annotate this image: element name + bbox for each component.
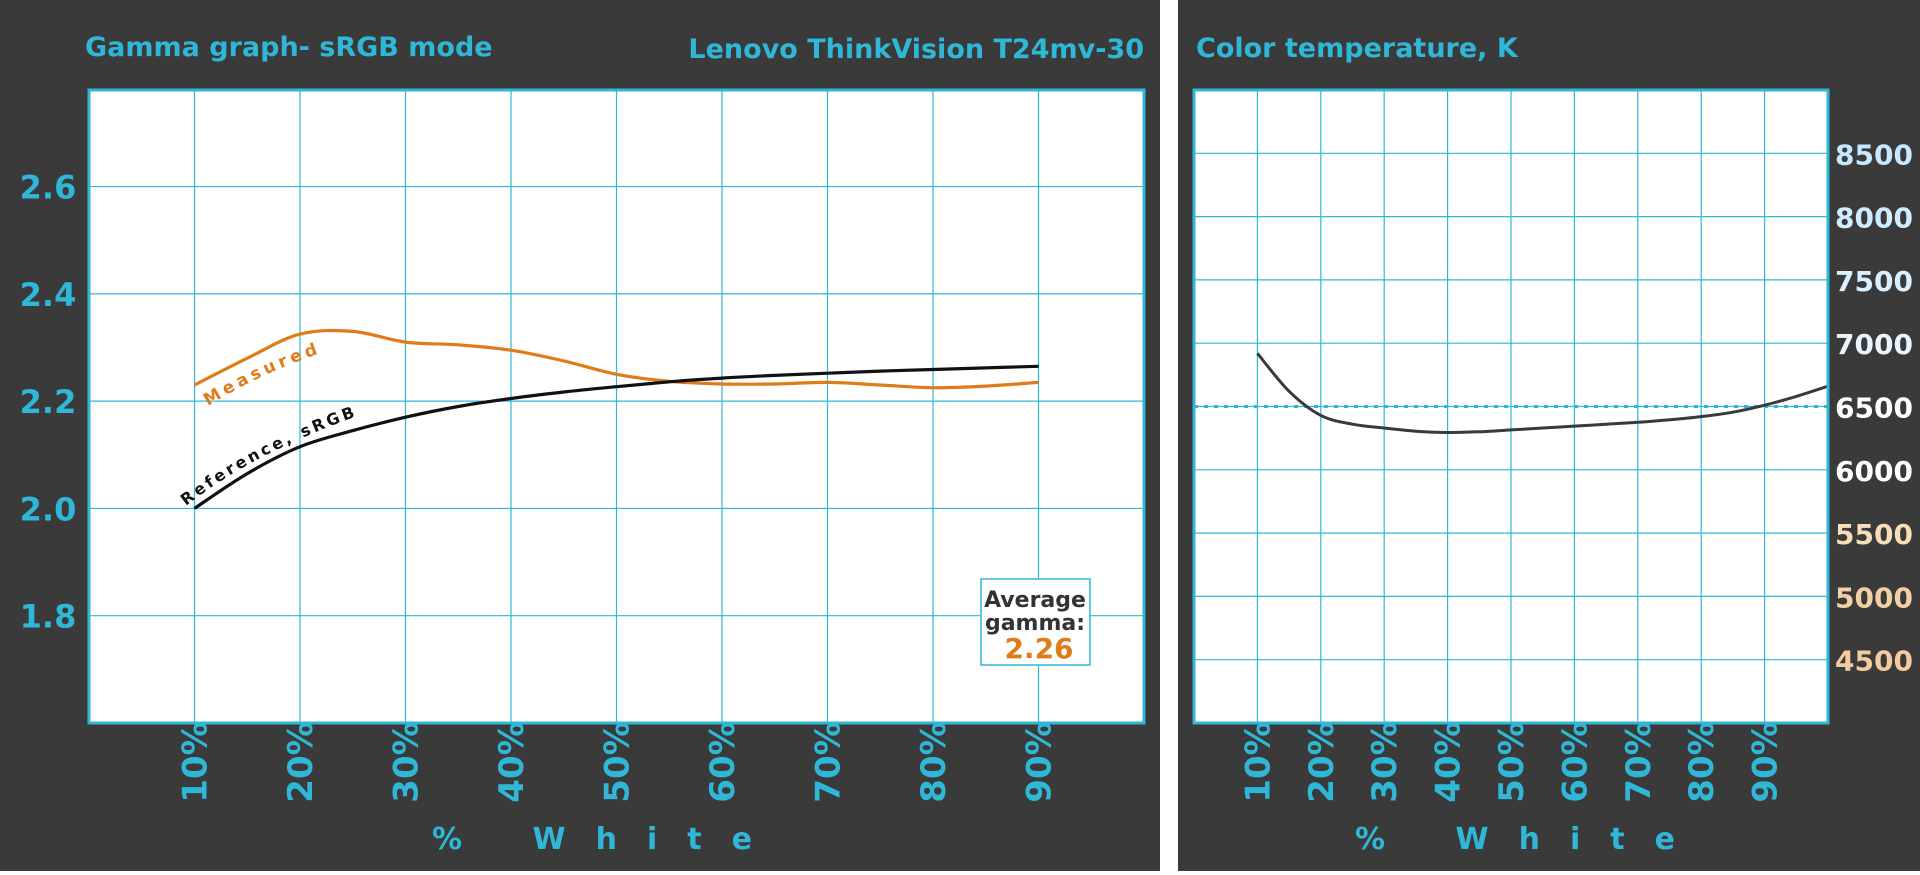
temperature-x-tick-label: 70%: [1619, 721, 1659, 802]
average-gamma-value: 2.26: [1004, 632, 1073, 665]
temperature-x-tick-label: 10%: [1238, 721, 1278, 802]
gamma-x-tick-label: 80%: [914, 721, 954, 802]
gamma-x-tick-label: 30%: [387, 721, 427, 802]
gamma-plot-border: [87, 88, 1146, 725]
temperature-y-tick-label: 5500: [1835, 518, 1913, 551]
average-gamma-label-line1: Average: [984, 588, 1086, 613]
gamma-x-tick-label: 70%: [809, 721, 849, 802]
gamma-y-tick-label: 1.8: [20, 598, 77, 636]
temperature-plot-border: [1192, 88, 1830, 725]
temperature-x-tick-label: 20%: [1302, 721, 1342, 802]
temperature-chart-title: Color temperature, K: [1196, 33, 1519, 64]
temperature-y-tick-label: 5000: [1835, 581, 1913, 614]
gamma-series-line: [193, 364, 1039, 510]
gamma-series-line: [193, 328, 1039, 390]
average-gamma-label-line2: gamma:: [985, 611, 1085, 636]
gamma-x-axis-label: % White: [432, 822, 782, 857]
temperature-x-axis-label: % White: [1355, 822, 1705, 857]
temperature-x-tick-label: 40%: [1429, 721, 1469, 802]
temperature-y-tick-label: 6000: [1835, 455, 1913, 488]
temperature-y-tick-label: 6500: [1835, 392, 1913, 425]
temperature-x-tick-label: 80%: [1682, 721, 1722, 802]
temperature-y-tick-label: 7000: [1835, 328, 1913, 361]
gamma-y-tick-label: 2.2: [20, 383, 77, 421]
temperature-x-tick-label: 30%: [1365, 721, 1405, 802]
average-gamma-box: [980, 578, 1091, 666]
temperature-y-tick-label: 8500: [1835, 138, 1913, 171]
temperature-y-tick-label: 7500: [1835, 265, 1913, 298]
temperature-x-tick-label: 60%: [1555, 721, 1595, 802]
gamma-y-tick-label: 2.4: [20, 276, 77, 314]
gamma-x-tick-label: 40%: [492, 721, 532, 802]
temperature-series-line: [1256, 352, 1829, 435]
gamma-y-tick-label: 2.6: [20, 169, 77, 207]
gamma-chart-subtitle: Lenovo ThinkVision T24mv-30: [688, 34, 1144, 65]
temperature-x-tick-label: 90%: [1746, 721, 1786, 802]
gamma-x-tick-label: 20%: [281, 721, 321, 802]
gamma-x-tick-label: 60%: [703, 721, 743, 802]
gamma-y-tick-label: 2.0: [20, 490, 77, 528]
gamma-x-tick-label: 50%: [598, 721, 638, 802]
temperature-y-tick-label: 4500: [1835, 645, 1913, 678]
gamma-chart-title: Gamma graph- sRGB mode: [85, 32, 493, 63]
temperature-y-tick-label: 8000: [1835, 202, 1913, 235]
gamma-x-tick-label: 10%: [176, 721, 216, 802]
temperature-x-tick-label: 50%: [1492, 721, 1532, 802]
gamma-x-tick-label: 90%: [1020, 721, 1060, 802]
